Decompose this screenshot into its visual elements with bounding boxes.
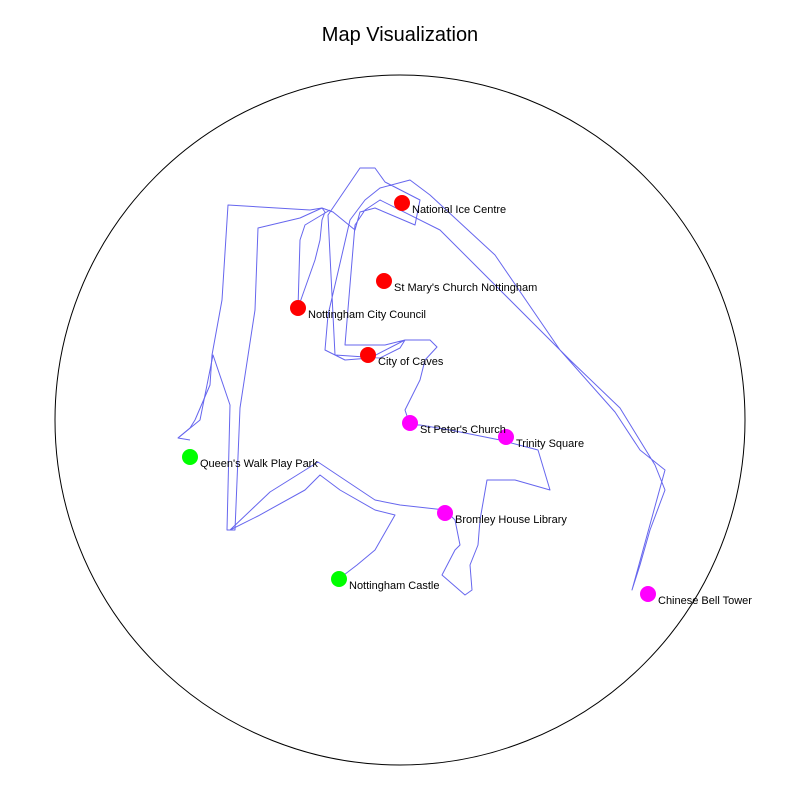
route-path-segment: [177, 207, 331, 531]
map-title: Map Visualization: [322, 24, 478, 46]
marker-st-peter-s-church[interactable]: [402, 415, 418, 431]
label-nottingham-castle: Nottingham Castle: [349, 580, 440, 592]
label-queen-s-walk-play-park: Queen's Walk Play Park: [200, 458, 318, 470]
marker-queen-s-walk-play-park[interactable]: [182, 449, 198, 465]
marker-st-mary-s-church-nottingham[interactable]: [376, 273, 392, 289]
marker-chinese-bell-tower[interactable]: [640, 586, 656, 602]
marker-nottingham-city-council[interactable]: [290, 300, 306, 316]
marker-nottingham-castle[interactable]: [331, 571, 347, 587]
label-bromley-house-library: Bromley House Library: [455, 514, 567, 526]
label-national-ice-centre: National Ice Centre: [412, 204, 506, 216]
label-nottingham-city-council: Nottingham City Council: [308, 309, 426, 321]
label-city-of-caves: City of Caves: [378, 356, 444, 368]
label-st-peter-s-church: St Peter's Church: [420, 424, 506, 436]
label-chinese-bell-tower: Chinese Bell Tower: [658, 595, 752, 607]
marker-bromley-house-library[interactable]: [437, 505, 453, 521]
marker-city-of-caves[interactable]: [360, 347, 376, 363]
map-boundary-circle: [54, 74, 746, 766]
label-st-mary-s-church-nottingham: St Mary's Church Nottingham: [394, 282, 537, 294]
label-trinity-square: Trinity Square: [516, 438, 584, 450]
route-path: [177, 167, 666, 596]
marker-national-ice-centre[interactable]: [394, 195, 410, 211]
marker-trinity-square[interactable]: [498, 429, 514, 445]
